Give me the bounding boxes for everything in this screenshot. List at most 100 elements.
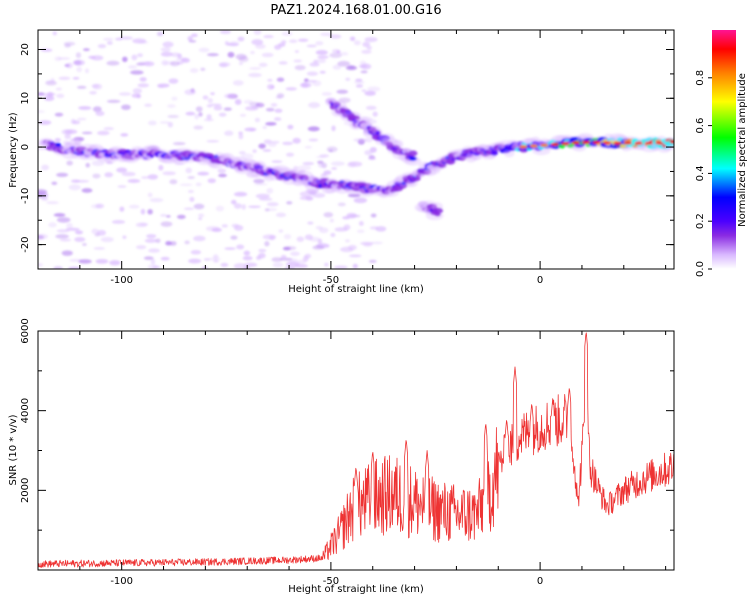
spectrogram-noise-blob — [156, 31, 164, 37]
spectrogram-noise-blob — [187, 36, 193, 42]
spectrogram-noise-blob — [84, 68, 90, 74]
spectrogram-noise-blob — [121, 104, 131, 111]
spectrogram-noise-blob — [302, 161, 315, 166]
spectrogram-noise-blob — [42, 92, 56, 96]
spectrogram-noise-blob — [207, 97, 214, 104]
spectrogram-noise-blob — [143, 256, 154, 260]
spectrogram-noise-blob — [170, 61, 180, 67]
spectrogram-noise-blob — [198, 47, 210, 53]
spectrogram-noise-blob — [233, 224, 244, 231]
spectrogram-noise-blob — [132, 88, 143, 94]
spectrogram-noise-blob — [200, 67, 206, 72]
spectrogram-noise-blob — [116, 167, 128, 173]
spectrogram-noise-blob — [188, 258, 202, 264]
spectrogram-noise-blob — [127, 179, 141, 183]
spectrogram-noise-blob — [201, 266, 208, 269]
spectrogram-noise-blob — [227, 51, 235, 58]
spectrogram-noise-blob — [255, 193, 270, 199]
spectrogram-noise-blob — [194, 113, 200, 120]
spectrogram-noise-blob — [292, 137, 301, 144]
spectrogram-noise-blob — [85, 162, 90, 168]
colorbar-tick-label: 0.8 — [695, 70, 706, 86]
spectrogram-peak-blob — [571, 141, 580, 145]
spectrogram-noise-blob — [250, 50, 255, 55]
spectrogram-noise-blob — [91, 83, 100, 89]
spectrogram-noise-blob — [254, 183, 268, 186]
spectrogram-noise-blob — [106, 99, 121, 103]
spectrogram-noise-blob — [332, 64, 342, 70]
snr-series-line — [38, 332, 674, 568]
spectrogram-noise-blob — [169, 241, 177, 246]
spectrogram-noise-blob — [360, 70, 368, 74]
spectrogram-noise-blob — [54, 112, 64, 117]
spectrogram-noise-blob — [239, 113, 247, 117]
spectrogram-y-label: Frequency (Hz) — [8, 112, 19, 188]
spectrogram-noise-blob — [329, 218, 335, 223]
spectrogram-noise-blob — [190, 249, 202, 255]
spectrogram-noise-blob — [267, 83, 275, 90]
spectrogram-noise-blob — [249, 128, 255, 132]
snr-x-tick-label: 0 — [537, 576, 543, 587]
spectrogram-noise-blob — [176, 214, 186, 220]
spectrogram-noise-blob — [253, 178, 265, 184]
spectrogram-noise-blob — [243, 266, 250, 269]
spectrogram-noise-blob — [237, 36, 245, 42]
spectrogram-noise-blob — [317, 55, 329, 59]
spectrogram-noise-blob — [95, 258, 109, 264]
spectrogram-noise-blob — [155, 238, 161, 244]
spectrogram-noise-blob — [297, 165, 312, 171]
spectrogram-noise-blob — [348, 244, 357, 251]
spectrogram-noise-blob — [184, 240, 190, 245]
spectrogram-noise-blob — [253, 30, 262, 35]
spectrogram-noise-blob — [118, 92, 132, 96]
spectrogram-noise-blob — [90, 204, 102, 209]
spectrogram-noise-blob — [41, 197, 49, 201]
spectrogram-noise-blob — [210, 103, 222, 107]
spectrogram-noise-blob — [224, 247, 236, 250]
spectrogram-noise-blob — [232, 80, 244, 86]
spectrogram-noise-blob — [65, 62, 73, 69]
spectrogram-peak-blob — [592, 140, 601, 145]
spectrogram-noise-blob — [302, 255, 309, 262]
spectrogram-noise-blob — [53, 213, 66, 217]
spectrogram-noise-blob — [121, 171, 136, 177]
spectrogram-noise-blob — [331, 167, 338, 170]
spectrogram-noise-blob — [309, 236, 321, 242]
spectrogram-noise-blob — [135, 245, 147, 250]
spectrogram-noise-blob — [286, 201, 293, 205]
spectrogram-noise-blob — [309, 62, 320, 67]
spectrogram-noise-blob — [82, 243, 87, 246]
spectrogram-noise-blob — [162, 171, 176, 176]
spectrogram-noise-blob — [128, 204, 140, 209]
spectrogram-y-tick-label: 20 — [20, 43, 31, 56]
spectrogram-noise-blob — [131, 93, 141, 98]
spectrogram-noise-blob — [61, 250, 73, 256]
spectrogram-noise-blob — [55, 234, 70, 239]
spectrogram-noise-blob — [95, 110, 105, 117]
spectrogram-noise-blob — [76, 66, 83, 73]
spectrogram-noise-blob — [206, 140, 220, 143]
spectrogram-noise-blob — [365, 105, 377, 110]
spectrogram-x-label: Height of straight line (km) — [288, 284, 424, 295]
spectrogram-noise-blob — [76, 85, 87, 89]
spectrogram-noise-blob — [66, 222, 73, 229]
spectrogram-noise-blob — [271, 257, 283, 262]
spectrogram-noise-blob — [137, 83, 150, 88]
spectrogram-noise-blob — [81, 131, 93, 135]
spectrogram-noise-blob — [53, 266, 63, 269]
spectrogram-track-blob — [393, 139, 404, 149]
snr-y-tick-label: 4000 — [20, 398, 31, 423]
spectrogram-noise-blob — [368, 156, 376, 160]
spectrogram-noise-blob — [38, 92, 45, 96]
spectrogram-noise-blob — [299, 82, 312, 88]
spectrogram-noise-blob — [102, 37, 114, 41]
snr-y-tick-label: 2000 — [20, 478, 31, 503]
spectrogram-noise-blob — [294, 264, 308, 268]
spectrogram-noise-blob — [167, 114, 179, 119]
spectrogram-noise-blob — [74, 230, 84, 235]
spectrogram-noise-blob — [120, 133, 129, 137]
spectrogram-noise-blob — [276, 77, 285, 82]
